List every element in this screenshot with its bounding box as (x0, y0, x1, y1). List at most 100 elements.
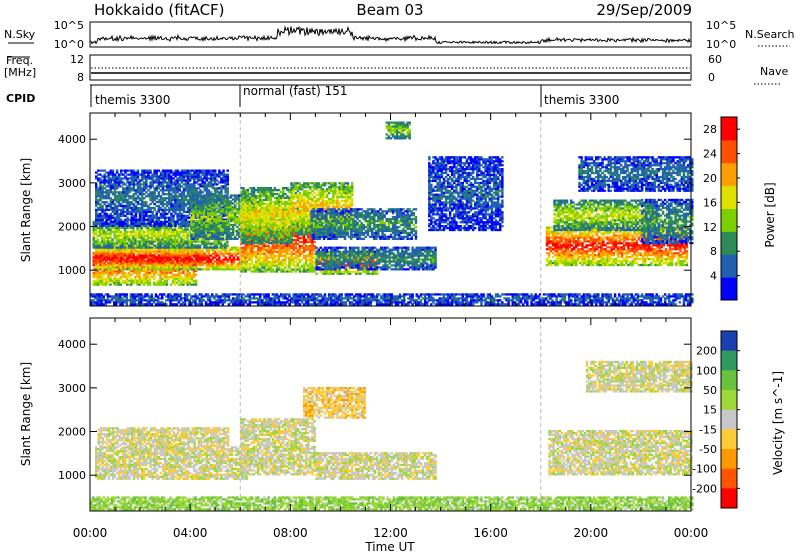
data-cell (244, 260, 247, 263)
data-cell (115, 248, 119, 251)
data-cell (176, 277, 179, 280)
data-cell (172, 248, 175, 251)
data-cell (150, 267, 154, 271)
data-cell (196, 237, 199, 240)
data-cell (138, 242, 141, 245)
data-cell (115, 283, 118, 286)
data-cell (225, 194, 229, 197)
data-cell (113, 279, 116, 282)
data-cell (163, 222, 167, 225)
data-cell (190, 263, 194, 267)
data-cell (100, 273, 104, 276)
data-cell (124, 250, 127, 253)
data-cell (182, 268, 186, 271)
data-cell (115, 277, 118, 280)
data-cell (192, 240, 196, 243)
data-cell (193, 266, 196, 269)
data-cell (99, 250, 102, 253)
data-cell (180, 267, 183, 271)
data-cell (128, 260, 131, 263)
data-cell (166, 266, 169, 269)
data-cell (171, 279, 175, 282)
data-cell (94, 271, 98, 274)
data-cell (182, 252, 186, 255)
data-cell (192, 256, 196, 259)
data-cell (192, 271, 196, 274)
data-cell (178, 189, 181, 192)
data-cell (174, 224, 177, 227)
data-cell (138, 273, 141, 276)
data-cell (97, 260, 100, 263)
data-cell (134, 216, 138, 219)
data-cell (275, 270, 279, 273)
data-cell (101, 264, 104, 267)
data-cell (121, 281, 125, 284)
data-cell (98, 275, 102, 278)
data-cell (163, 268, 167, 271)
data-cell (166, 262, 169, 265)
data-cell (100, 269, 104, 273)
data-cell (126, 254, 129, 257)
data-cell (153, 266, 156, 269)
data-cell (182, 250, 186, 253)
data-cell (147, 262, 150, 265)
data-cell (138, 277, 141, 280)
data-cell (130, 254, 133, 257)
data-cell (169, 256, 173, 259)
data-cell (149, 262, 152, 265)
data-cell (163, 279, 166, 282)
data-cell (125, 281, 129, 284)
data-cell (97, 201, 100, 204)
data-cell (226, 189, 229, 192)
data-cell (153, 281, 156, 284)
data-cell (155, 240, 158, 243)
data-cell (172, 262, 175, 265)
data-cell (186, 269, 189, 273)
data-cell (100, 271, 104, 274)
data-cell (145, 224, 148, 227)
data-cell (222, 171, 225, 174)
data-cell (109, 189, 113, 192)
freq-panel: Freq. [MHz] 12 8 60 0 Nave (4, 53, 788, 85)
data-cell (140, 250, 144, 253)
data-cell (153, 248, 156, 251)
data-cell (196, 223, 199, 227)
data-cell (113, 283, 116, 286)
data-cell (103, 169, 106, 172)
data-cell (149, 260, 152, 263)
data-cell (207, 189, 211, 192)
data-cell (105, 271, 108, 274)
data-cell (128, 268, 131, 271)
nsearch-label: N.Search (745, 28, 795, 41)
data-cell (166, 264, 169, 267)
data-cell (171, 277, 175, 280)
data-cell (128, 273, 131, 276)
data-cell (194, 273, 198, 276)
data-cell (98, 234, 102, 237)
nave-tick-high: 60 (708, 53, 722, 66)
data-cell (136, 273, 139, 276)
data-cell (92, 283, 95, 286)
data-cell (132, 254, 136, 257)
data-cell (103, 262, 106, 265)
data-cell (121, 275, 125, 278)
data-cell (111, 169, 115, 172)
data-cell (92, 271, 95, 274)
data-cell (118, 248, 121, 251)
data-cell (94, 252, 98, 255)
data-cell (184, 281, 187, 284)
data-cell (115, 279, 118, 282)
data-cell (103, 266, 106, 269)
data-cell (201, 191, 204, 194)
data-cell (146, 281, 150, 284)
data-cell (144, 269, 148, 273)
data-cell (188, 248, 192, 251)
data-cell (151, 183, 154, 186)
data-cell (170, 268, 173, 271)
data-cell (191, 250, 194, 253)
data-cell (149, 258, 152, 261)
data-cell (186, 277, 189, 280)
data-cell (184, 275, 187, 278)
data-cell (192, 279, 196, 282)
data-cell (128, 283, 131, 286)
